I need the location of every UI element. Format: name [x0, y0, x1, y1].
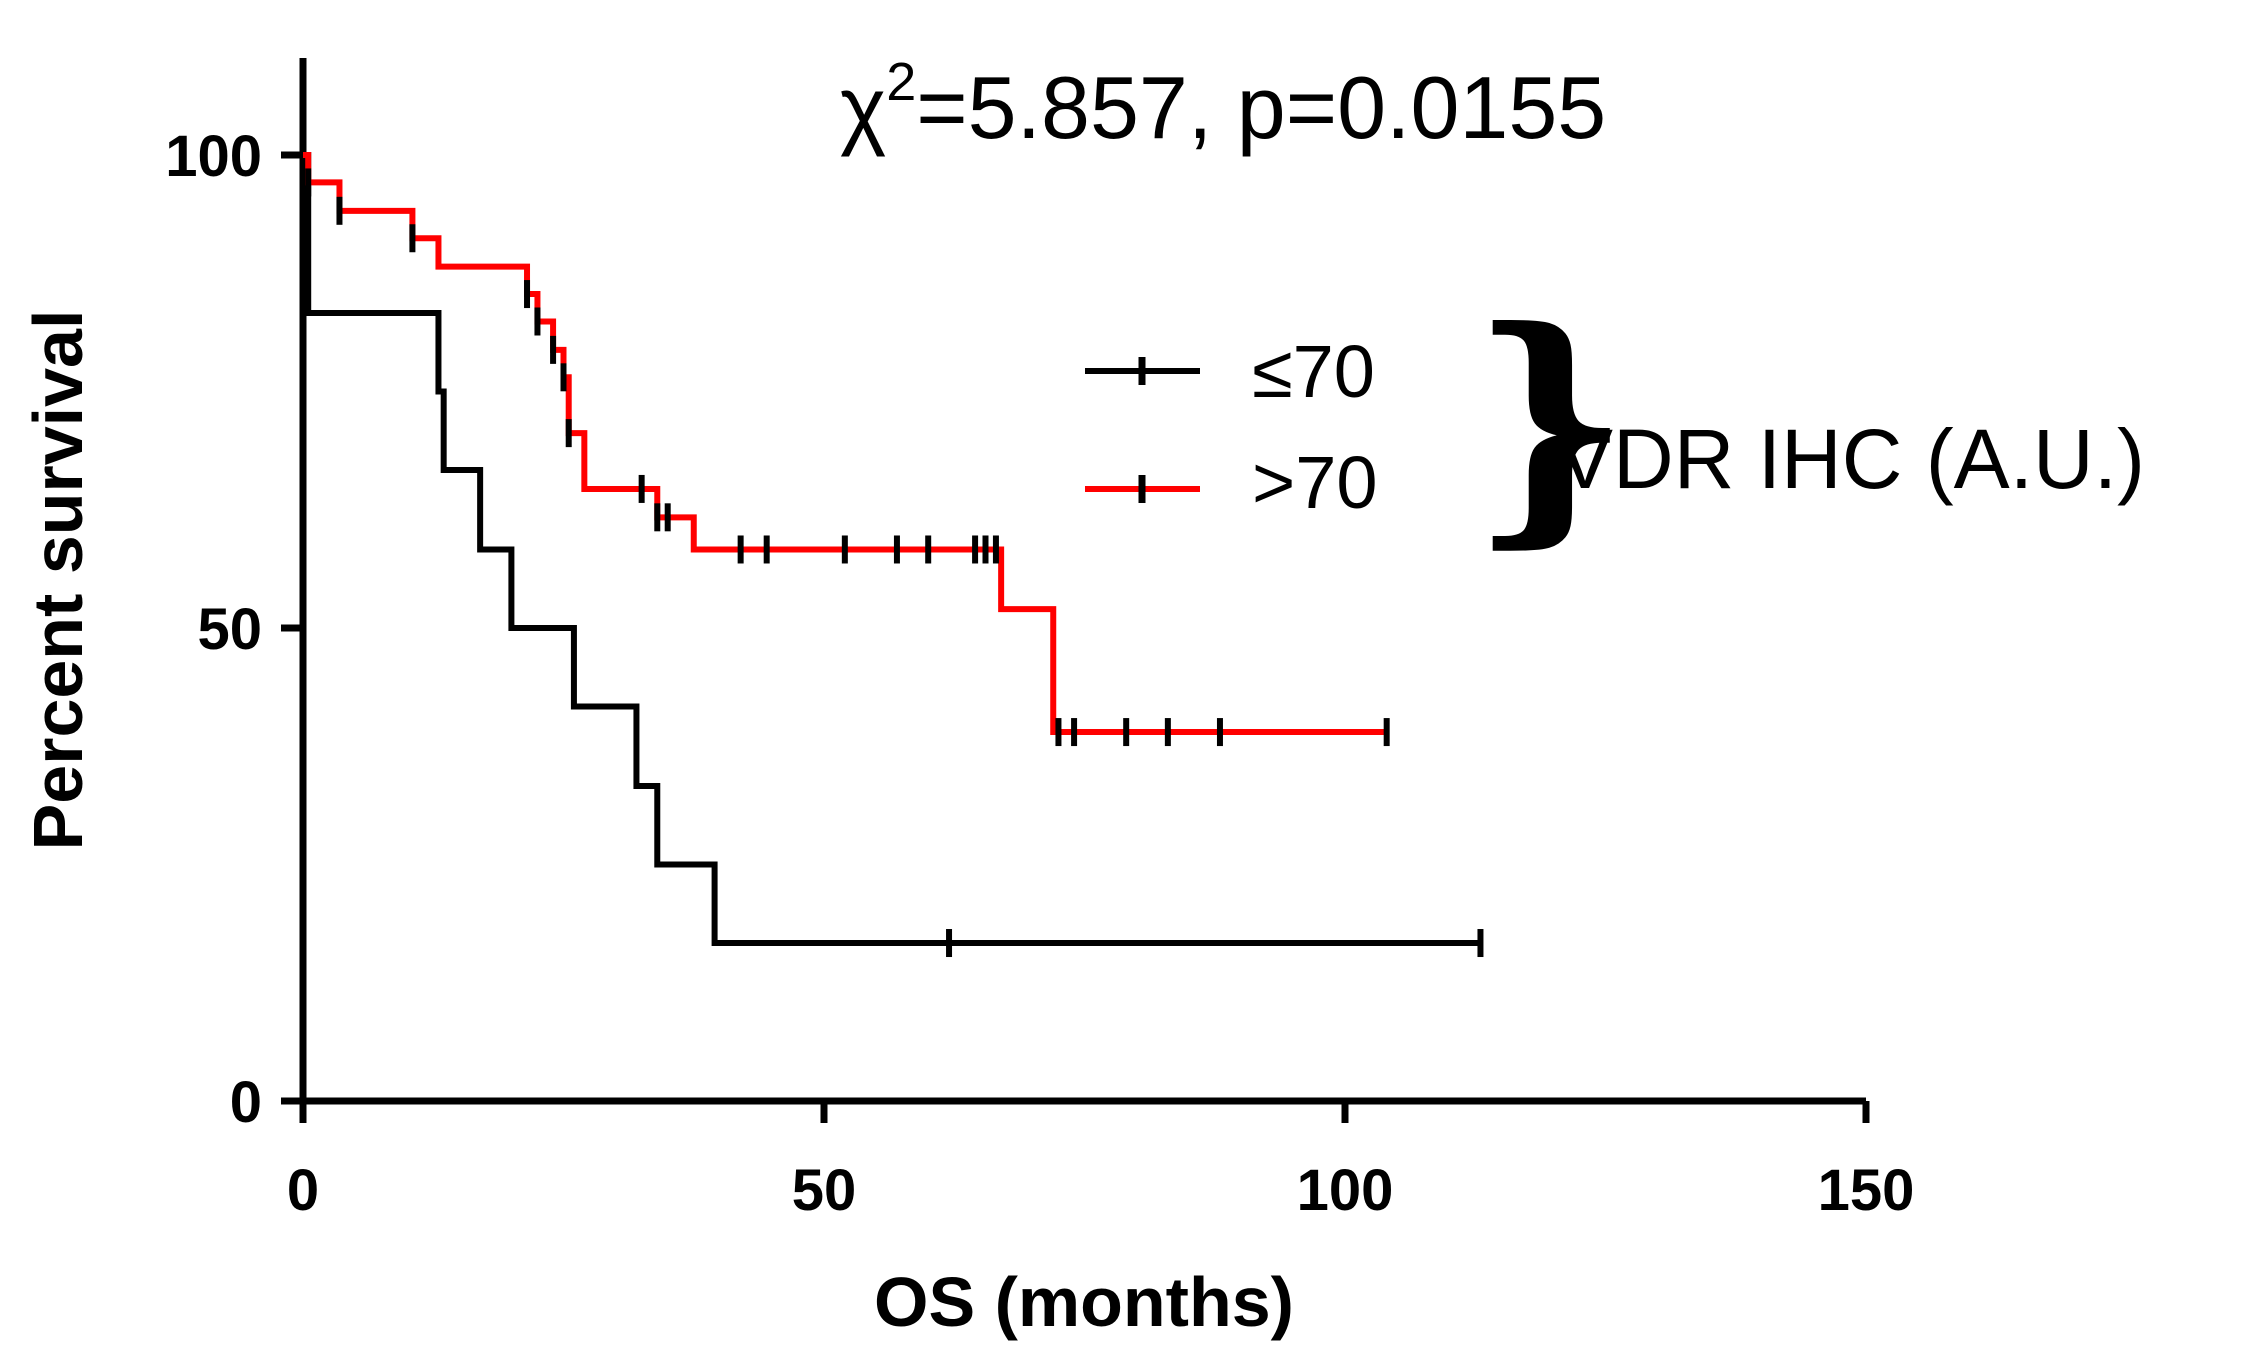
series-0 [303, 152, 1484, 958]
x-tick-label: 100 [1297, 1158, 1394, 1223]
chi-exponent: 2 [886, 52, 916, 112]
stats-text: =5.857, p=0.0155 [916, 58, 1606, 157]
x-tick-label: 150 [1818, 1158, 1915, 1223]
x-tick-label: 50 [792, 1158, 857, 1223]
legend-label-gt70: >70 [1252, 441, 1378, 524]
y-tick-label: 50 [197, 597, 262, 662]
survival-curve [303, 152, 1387, 736]
y-axis-title: Percent survival [19, 310, 97, 851]
x-tick-label: 0 [287, 1158, 319, 1223]
survival-curve [303, 152, 1481, 947]
chi-symbol: χ [840, 58, 886, 157]
y-tick-label: 100 [165, 124, 262, 189]
axes [299, 58, 1866, 1105]
series-1 [303, 152, 1390, 747]
group-label: VDR IHC (A.U.) [1557, 412, 2145, 506]
series-layer [303, 152, 1484, 958]
legend-brace: } [1470, 275, 1631, 569]
x-axis-title: OS (months) [874, 1263, 1294, 1341]
legend-label-le70: ≤70 [1252, 330, 1375, 413]
ticks: 0 50 100 150 0 50 100 [165, 124, 1914, 1223]
stats-annotation: χ2=5.857, p=0.0155 [840, 52, 1606, 157]
legend: ≤70 >70 } VDR IHC (A.U.) [1085, 275, 2145, 569]
y-tick-label: 0 [230, 1070, 262, 1135]
